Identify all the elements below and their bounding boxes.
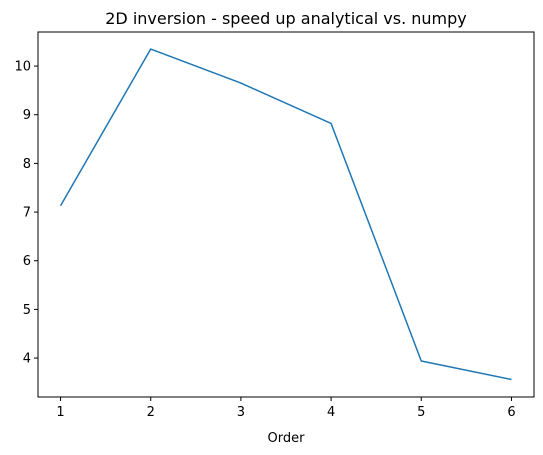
y-tick-label: 5 [23, 303, 31, 318]
x-axis-label: Order [268, 431, 306, 446]
x-tick-label: 3 [237, 405, 245, 420]
x-tick-label: 2 [147, 405, 155, 420]
x-tick-label: 6 [507, 405, 515, 420]
y-tick-label: 4 [23, 352, 31, 367]
y-tick-label: 8 [23, 157, 31, 172]
y-tick-label: 6 [23, 254, 31, 269]
chart-title: 2D inversion - speed up analytical vs. n… [105, 9, 467, 28]
series-line [59, 48, 512, 381]
x-tick-label: 4 [327, 405, 335, 420]
y-axis: 4 5 6 7 8 9 10 [14, 60, 38, 367]
y-tick-label: 7 [23, 206, 31, 221]
y-tick-label: 9 [23, 108, 31, 123]
x-tick-label: 1 [56, 405, 64, 420]
series-layer [59, 48, 512, 381]
x-tick-label: 5 [417, 405, 425, 420]
x-axis: 1 2 3 4 5 6 [56, 397, 516, 420]
y-tick-label: 10 [14, 60, 31, 75]
plot-frame [37, 31, 535, 398]
